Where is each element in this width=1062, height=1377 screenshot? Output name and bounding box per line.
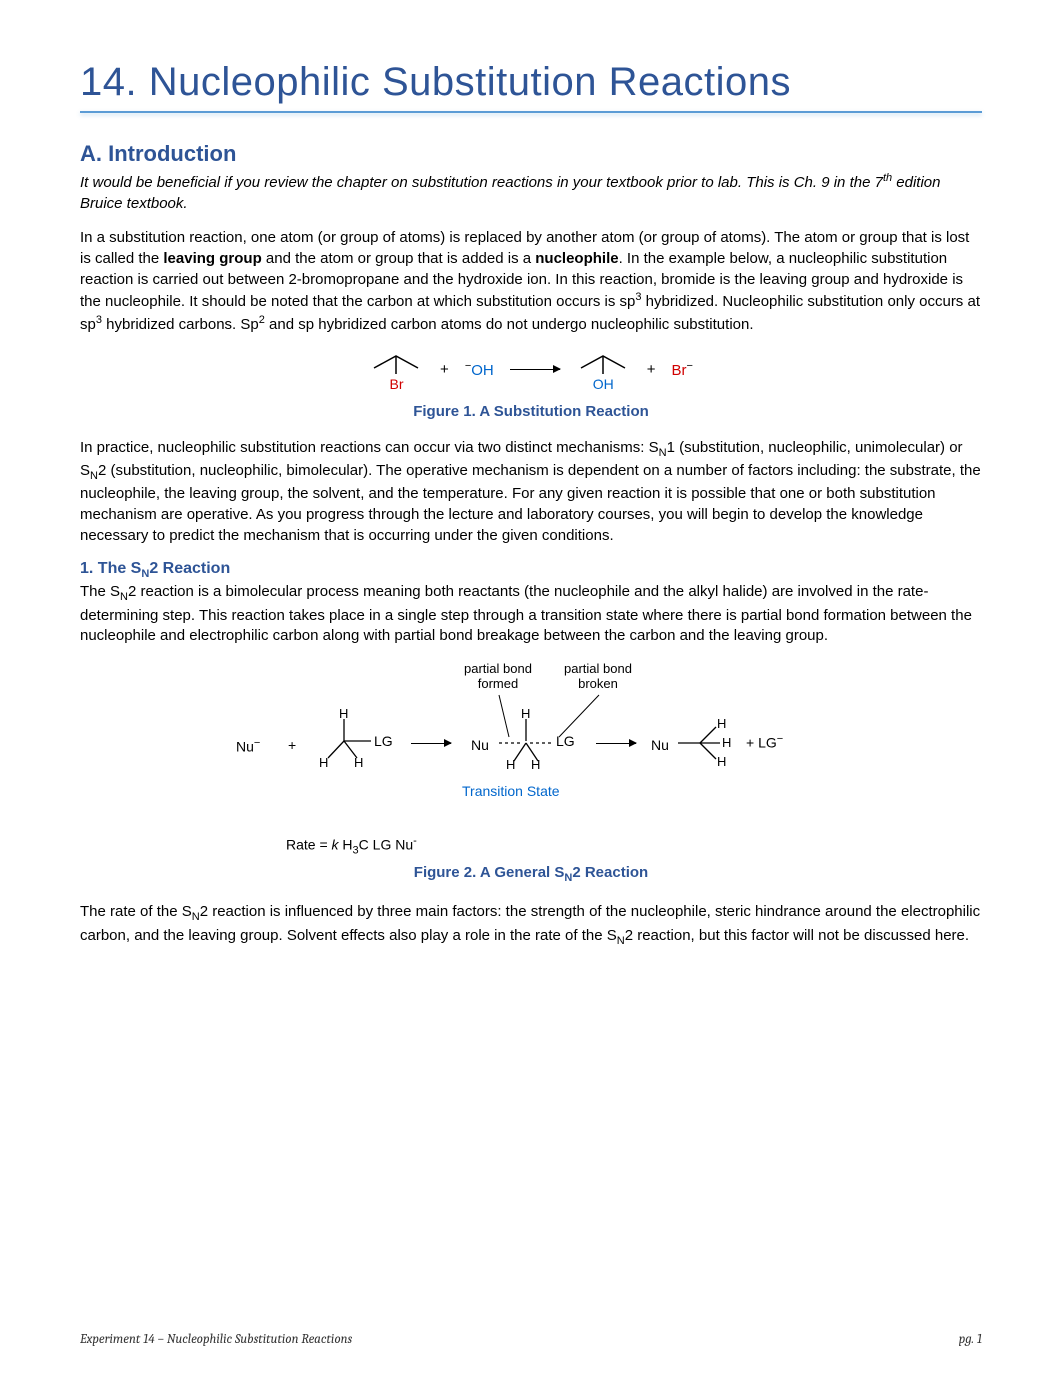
oh-label: OH — [593, 376, 614, 392]
hydroxide-ion: −OH — [465, 360, 494, 379]
minus-2: − — [687, 360, 693, 372]
figure-1-caption: Figure 1. A Substitution Reaction — [80, 403, 982, 420]
para1-h: and sp hybridized carbon atoms do not un… — [265, 316, 754, 333]
h-top-2: H — [521, 706, 530, 721]
page-footer: Experiment 14 – Nucleophilic Substitutio… — [80, 1332, 982, 1347]
footer-left: Experiment 14 – Nucleophilic Substitutio… — [80, 1332, 352, 1347]
rate-b: H — [339, 837, 353, 853]
plus-2: + — [647, 361, 656, 378]
h-br-1: H — [354, 755, 363, 770]
mol-isopropanol: OH — [576, 350, 631, 390]
para-1: In a substitution reaction, one atom (or… — [80, 228, 982, 335]
para1-g: hybridized carbons. Sp — [102, 316, 259, 333]
reaction-arrow-2b — [596, 743, 636, 744]
rate-neg: - — [413, 835, 417, 847]
reaction-arrow-2a — [411, 743, 451, 744]
h-bl-1: H — [319, 755, 328, 770]
transition-state-label: Transition State — [462, 783, 560, 799]
sn2-heading-b: 2 Reaction — [149, 560, 230, 577]
rate-a: Rate = — [286, 837, 332, 853]
bromide-ion: Br− — [672, 360, 693, 379]
heading-rule — [80, 111, 982, 113]
sn2-para: The SN2 reaction is a bimolecular proces… — [80, 582, 982, 647]
sn2-para-b: 2 reaction is a bimolecular process mean… — [80, 583, 972, 644]
section-a-heading: A. Introduction — [80, 141, 982, 167]
plus-1: + — [440, 361, 449, 378]
para3-c: 2 reaction, but this factor will not be … — [625, 927, 969, 944]
lg-minus: − — [777, 733, 783, 745]
reaction-arrow-1 — [510, 369, 560, 370]
intro-italic: It would be beneficial if you review the… — [80, 171, 982, 214]
mol-bromopropane: Br — [369, 350, 424, 390]
nu-minus: − — [254, 737, 260, 749]
fig2-cap-b: 2 Reaction — [572, 864, 648, 881]
plus-left: + — [288, 737, 296, 753]
lg-1: LG — [374, 733, 393, 749]
para-3: The rate of the SN2 reaction is influenc… — [80, 902, 982, 948]
plus-lg: + LG− — [746, 733, 783, 751]
oh-minus-label: OH — [471, 362, 494, 379]
figure-2: partial bond formed partial bond broken … — [226, 661, 836, 831]
intro-italic-1: It would be beneficial if you review the… — [80, 174, 883, 191]
rate-c: C LG Nu — [359, 837, 413, 853]
lg-2: LG — [556, 733, 575, 749]
para2-n2: N — [90, 470, 98, 482]
para1-leaving-group: leaving group — [163, 250, 261, 267]
figure-2-caption: Figure 2. A General SN2 Reaction — [80, 864, 982, 884]
h-bot-3: H — [717, 754, 726, 769]
nu-ts: Nu — [471, 737, 489, 753]
sn2-para-a: The S — [80, 583, 120, 600]
br-label: Br — [390, 376, 404, 392]
h-top-3: H — [717, 716, 726, 731]
para2-n1: N — [659, 447, 667, 459]
fig2-cap-a: Figure 2. A General S — [414, 864, 565, 881]
br-minus-label: Br — [672, 362, 687, 379]
sn2-heading-a: 1. The S — [80, 560, 141, 577]
nu-prod: Nu — [651, 737, 669, 753]
footer-right: pg. 1 — [959, 1332, 982, 1347]
intro-italic-th: th — [883, 172, 892, 184]
para1-nucleophile: nucleophile — [535, 250, 618, 267]
sn2-heading: 1. The SN2 Reaction — [80, 560, 982, 580]
sn2-para-n: N — [120, 591, 128, 603]
nu-reactant: Nu− — [236, 737, 260, 755]
para3-a: The rate of the S — [80, 903, 192, 920]
nu-ch3 — [674, 713, 744, 768]
rate-k: k — [332, 837, 339, 853]
para2-a: In practice, nucleophilic substitution r… — [80, 439, 659, 456]
figure-1: Br + −OH OH + Br− — [80, 350, 982, 395]
nu-1: Nu — [236, 739, 254, 755]
para2-2: 2 (substitution, nucleophilic, bimolecul… — [80, 462, 981, 544]
chapter-title: 14. Nucleophilic Substitution Reactions — [80, 60, 982, 105]
para-2: In practice, nucleophilic substitution r… — [80, 438, 982, 546]
para3-n2: N — [617, 935, 625, 947]
h-top-1: H — [339, 706, 348, 721]
h-bl-2: H — [506, 757, 515, 772]
h-br-2: H — [531, 757, 540, 772]
rate-equation: Rate = k H3C LG Nu- — [226, 835, 836, 856]
para3-n: N — [192, 911, 200, 923]
plus-lg-text: + LG — [746, 735, 777, 751]
h-mid-3: H — [722, 735, 731, 750]
para1-c: and the atom or group that is added is a — [262, 250, 536, 267]
